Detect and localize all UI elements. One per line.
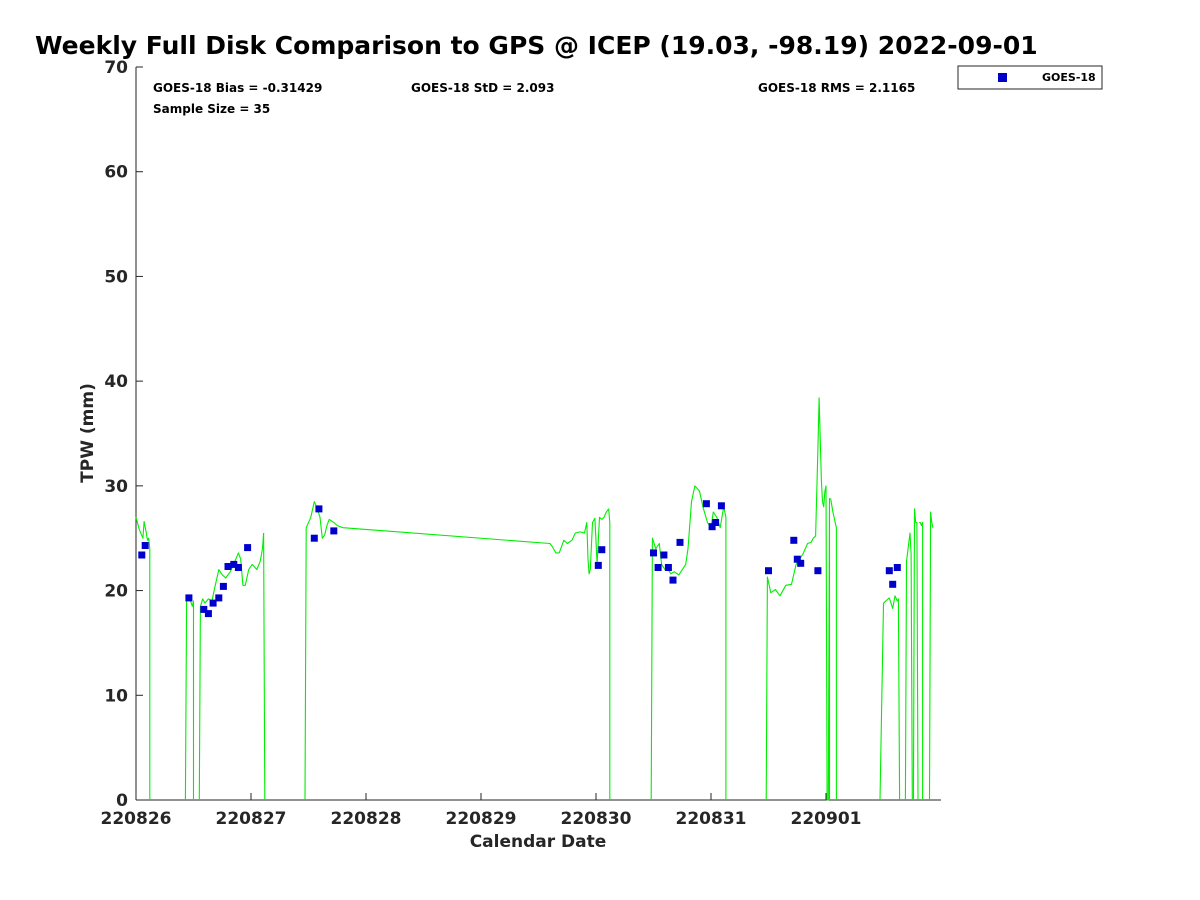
goes-18-point: [315, 505, 323, 513]
gps-line-segment: [904, 532, 913, 801]
gps-line-segment: [650, 485, 727, 801]
stats-annotations: GOES-18 Bias = -0.31429 GOES-18 StD = 2.…: [153, 81, 915, 116]
goes-18-point: [204, 610, 212, 618]
goes-18-point: [712, 519, 720, 526]
goes-18-point: [141, 542, 149, 549]
legend-label-goes-18: GOES-18: [1042, 71, 1096, 84]
gps-line-series: [135, 397, 934, 801]
x-tick-label: 220826: [101, 809, 172, 829]
gps-line-segment: [928, 511, 934, 801]
y-tick-label: 70: [104, 58, 128, 78]
goes-18-point: [219, 582, 227, 590]
goes-18-point: [215, 594, 223, 602]
sample-size-annotation: Sample Size = 35: [153, 102, 270, 116]
y-tick-label: 0: [116, 791, 128, 811]
goes-18-point: [702, 500, 710, 508]
goes-18-point: [660, 551, 668, 559]
goes-18-point: [797, 559, 805, 567]
std-annotation: GOES-18 StD = 2.093: [411, 81, 554, 95]
goes-18-point: [244, 544, 252, 552]
x-tick-label: 220831: [676, 809, 747, 829]
goes-18-point: [650, 549, 657, 557]
goes-18-point: [594, 561, 602, 569]
x-tick-label: 220828: [331, 809, 402, 829]
goes-18-point: [330, 527, 338, 535]
goes-18-point: [885, 567, 893, 575]
gps-line-segment: [304, 501, 611, 801]
y-tick-label: 60: [104, 163, 128, 183]
goes-18-scatter-series: [138, 500, 901, 618]
gps-line-segment: [919, 521, 924, 800]
y-axis-ticks: 0 10 20 30 40 50 60 70: [104, 58, 143, 811]
y-axis-label: TPW (mm): [78, 383, 98, 483]
goes-18-point: [310, 534, 318, 542]
gps-line-segment: [879, 595, 901, 801]
goes-18-point: [717, 502, 725, 510]
goes-18-point: [790, 536, 798, 544]
bias-annotation: GOES-18 Bias = -0.31429: [153, 81, 322, 95]
plot-area: 0 10 20 30 40 50 60 70 220826 220827 220828 220829…: [101, 58, 941, 829]
x-axis-label: Calendar Date: [470, 832, 607, 852]
goes-18-point: [185, 594, 193, 602]
goes-18-point: [654, 564, 662, 571]
x-axis-ticks: 220826 220827 220828 220829 220830 220831 2209…: [101, 793, 862, 829]
goes-18-point: [708, 523, 716, 531]
x-tick-label: 220830: [561, 809, 632, 829]
y-tick-label: 40: [104, 372, 128, 392]
goes-18-point: [889, 580, 897, 588]
legend-box: [957, 65, 1103, 90]
goes-18-point: [676, 538, 684, 546]
goes-18-point: [224, 563, 232, 570]
goes-18-point: [138, 551, 146, 559]
goes-18-point: [765, 567, 772, 575]
y-tick-label: 20: [104, 582, 128, 602]
goes-18-point: [814, 567, 822, 575]
y-tick-label: 50: [104, 267, 128, 287]
goes-18-point: [209, 599, 217, 607]
goes-18-point: [230, 560, 238, 568]
goes-18-point: [234, 564, 242, 571]
x-tick-label: 220827: [216, 809, 287, 829]
goes-18-point: [664, 564, 672, 571]
y-tick-label: 10: [104, 686, 128, 706]
goes-18-point: [793, 555, 801, 563]
gps-line-segment: [263, 532, 266, 801]
y-tick-label: 30: [104, 477, 128, 497]
gps-line-segment: [765, 397, 831, 801]
goes-18-point: [200, 605, 208, 613]
chart-title: Weekly Full Disk Comparison to GPS @ ICE…: [35, 31, 1038, 60]
x-tick-label: 220829: [446, 809, 517, 829]
rms-annotation: GOES-18 RMS = 2.1165: [758, 81, 915, 95]
gps-line-segment: [912, 508, 919, 801]
goes-18-point: [598, 546, 606, 554]
legend: GOES-18: [957, 65, 1103, 90]
goes-18-point: [893, 564, 901, 571]
gps-line-segment: [135, 517, 151, 800]
goes-18-point: [669, 576, 677, 584]
gps-line-segment: [830, 498, 837, 800]
legend-marker-goes-18: [998, 73, 1007, 82]
x-tick-label: 220901: [791, 809, 862, 829]
